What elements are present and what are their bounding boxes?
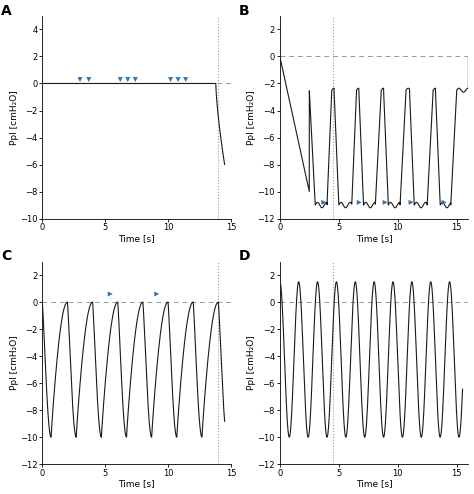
Y-axis label: Ppl [cmH₂O]: Ppl [cmH₂O] (9, 90, 18, 145)
Text: D: D (238, 249, 250, 263)
Text: C: C (1, 249, 11, 263)
Text: A: A (1, 4, 11, 18)
Text: B: B (238, 4, 249, 18)
Y-axis label: Ppl [cmH₂O]: Ppl [cmH₂O] (9, 335, 18, 390)
Y-axis label: Ppl [cmH₂O]: Ppl [cmH₂O] (247, 335, 256, 390)
X-axis label: Time [s]: Time [s] (356, 480, 392, 489)
X-axis label: Time [s]: Time [s] (356, 234, 392, 243)
X-axis label: Time [s]: Time [s] (118, 234, 155, 243)
Y-axis label: Ppl [cmH₂O]: Ppl [cmH₂O] (247, 90, 256, 145)
X-axis label: Time [s]: Time [s] (118, 480, 155, 489)
